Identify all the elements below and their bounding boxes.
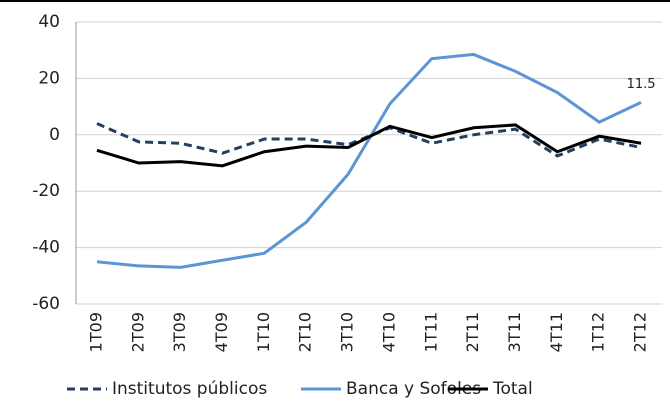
x-tick-label: 3T10 xyxy=(338,312,357,352)
y-tick-label: -60 xyxy=(32,294,60,314)
y-tick-label: -20 xyxy=(32,181,60,201)
x-tick-label: 3T09 xyxy=(170,312,189,352)
x-tick-label: 2T12 xyxy=(631,312,650,352)
y-tick-label: 40 xyxy=(38,12,60,32)
series-line xyxy=(96,122,642,158)
x-tick-label: 2T09 xyxy=(128,312,147,352)
x-tick-label: 3T11 xyxy=(505,312,524,352)
x-tick-label: 1T09 xyxy=(86,312,105,352)
data-label: 11.5 xyxy=(627,77,656,92)
x-tick-label: 2T10 xyxy=(296,312,315,352)
series-line xyxy=(96,52,642,269)
legend-label: Banca y Sofoles xyxy=(346,379,481,399)
x-tick-label: 1T10 xyxy=(254,312,273,352)
legend-label: Total xyxy=(492,379,533,399)
x-tick-label: 4T11 xyxy=(547,312,566,352)
y-tick-label: -40 xyxy=(32,238,60,258)
x-tick-label: 1T12 xyxy=(589,312,608,352)
y-tick-label: 0 xyxy=(49,125,60,145)
legend-label: Institutos públicos xyxy=(112,379,267,399)
y-tick-label: 20 xyxy=(38,68,60,88)
x-tick-label: 4T10 xyxy=(379,312,398,352)
x-tick-label: 4T09 xyxy=(212,312,231,352)
series-line xyxy=(96,123,642,168)
x-tick-label: 2T11 xyxy=(463,312,482,352)
x-tick-label: 1T11 xyxy=(421,312,440,352)
